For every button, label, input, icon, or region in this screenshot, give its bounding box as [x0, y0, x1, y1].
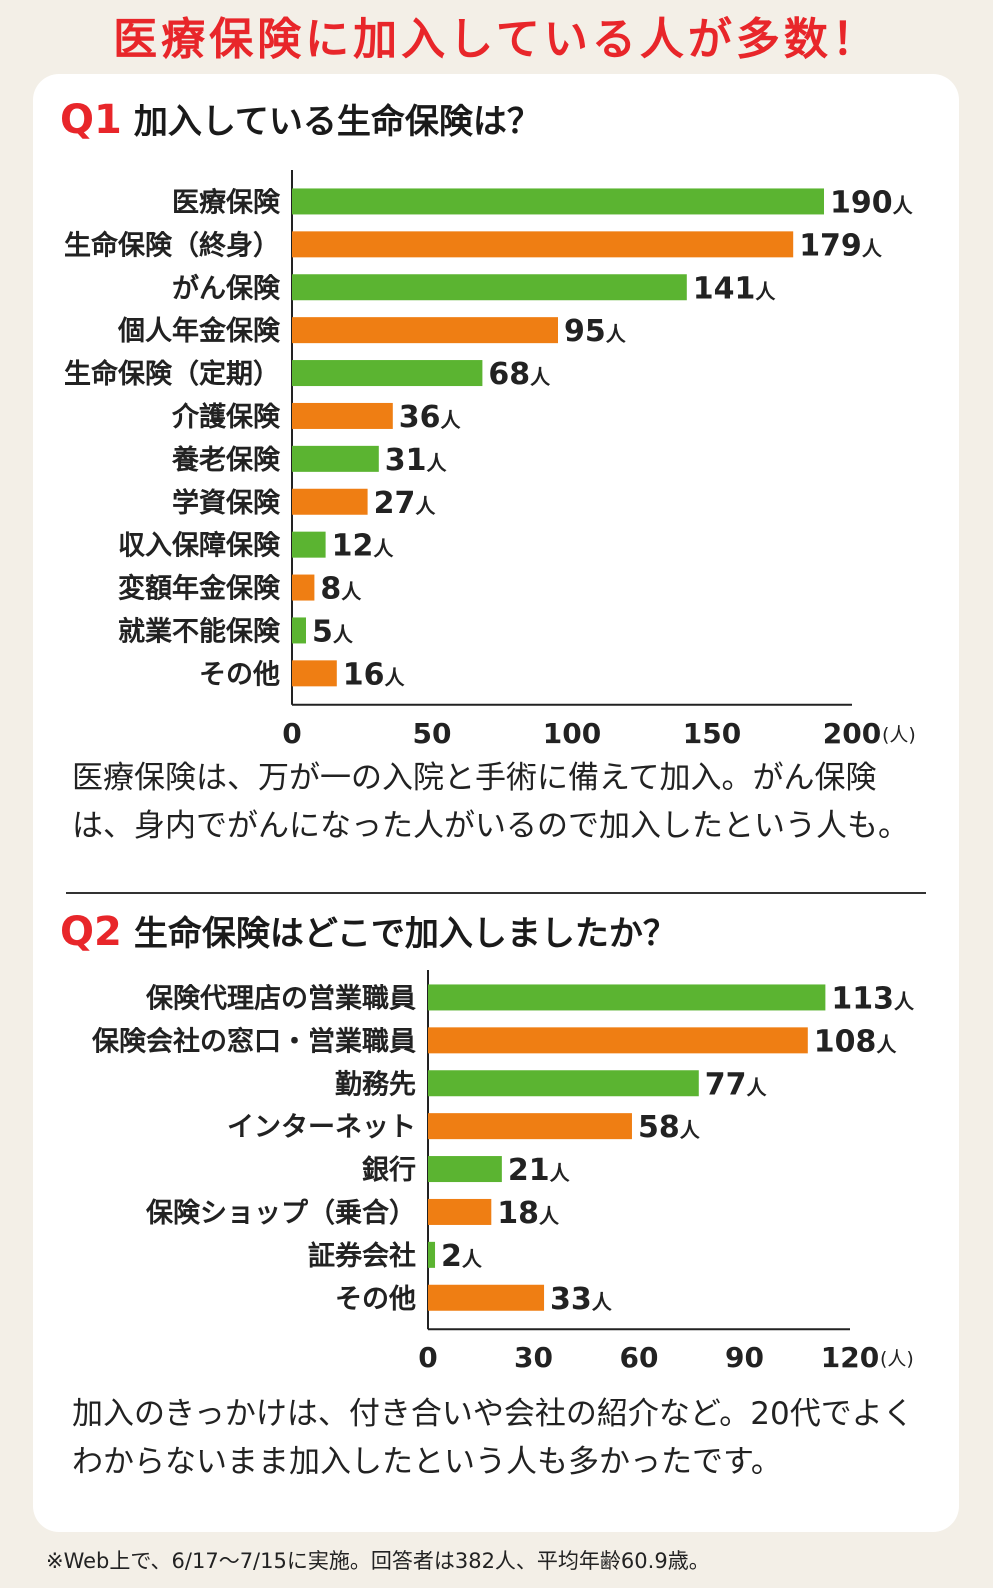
q1-bar	[292, 360, 483, 387]
q2-category-label: 勤務先	[335, 1069, 416, 1100]
q1-bar	[292, 574, 315, 601]
q1-value-label: 68人	[488, 357, 551, 392]
q1-value-label: 141人	[693, 271, 777, 306]
q1-value-label: 8人	[320, 572, 362, 607]
q2-category-label: 保険代理店の営業職員	[145, 982, 416, 1014]
q1-bar	[292, 188, 824, 215]
q2-bar	[428, 984, 826, 1011]
q1-category-label: 収入保障保険	[118, 530, 281, 562]
q1-category-label: 養老保険	[171, 444, 281, 476]
q2-bar	[428, 1156, 502, 1183]
footnote: ※Web上で、6/17〜7/15に実施。回答者は382人、平均年齢60.9歳。	[46, 1549, 710, 1573]
q2-bar	[428, 1198, 492, 1225]
q1-x-tick-label: 200	[823, 717, 881, 750]
q1-value-label: 36人	[399, 400, 462, 435]
q1-category-label: 生命保険（終身）	[64, 229, 280, 261]
q2-header: Q2 生命保険はどこで加入しましたか？	[60, 907, 677, 957]
headline: 医療保険に加入している人が多数！	[113, 14, 880, 65]
q1-x-unit-label: (人)	[882, 724, 916, 746]
q2-bar	[428, 1070, 699, 1097]
q1-header: Q1 加入している生命保険は？	[60, 95, 541, 145]
q1-value-label: 179人	[799, 228, 883, 263]
q1-value-label: 16人	[343, 657, 406, 692]
q2-bar	[428, 1027, 808, 1054]
q2-value-label: 108人	[814, 1024, 898, 1059]
q1-bar	[292, 317, 558, 344]
q1-category-label: がん保険	[172, 272, 281, 304]
q1-category-label: 変額年金保険	[118, 573, 281, 605]
q1-value-label: 5人	[312, 614, 354, 649]
q1-bar	[292, 660, 337, 687]
q2-value-label: 77人	[705, 1067, 768, 1102]
q2-category-label: 保険会社の窓口・営業職員	[91, 1025, 416, 1057]
q1-value-label: 12人	[332, 529, 395, 564]
q1-title: 加入している生命保険は？	[133, 102, 541, 142]
q2-value-label: 18人	[497, 1196, 560, 1231]
q1-comment: 医療保険は、万が一の入院と手術に備えて加入。がん保険は、身内でがんになった人がい…	[72, 760, 909, 844]
q2-value-label: 113人	[831, 981, 915, 1016]
q1-bar	[292, 531, 326, 558]
q2-category-label: 保険ショップ（乗合）	[145, 1197, 416, 1229]
q1-category-label: 就業不能保険	[118, 615, 281, 647]
q1-bar	[292, 445, 379, 472]
section-divider	[66, 892, 926, 894]
q2-x-tick-label: 90	[725, 1341, 764, 1374]
q2-x-tick-label: 0	[418, 1341, 437, 1374]
q2-category-label: 銀行	[362, 1154, 416, 1186]
q2-x-unit-label: (人)	[880, 1348, 914, 1370]
q1-x-tick-label: 50	[413, 717, 452, 750]
q1-category-label: 医療保険	[172, 187, 281, 218]
q2-comment: 加入のきっかけは、付き合いや会社の紹介など。20代でよくわからないまま加入したと…	[72, 1396, 914, 1480]
q1-x-tick-label: 0	[282, 717, 301, 750]
q1-category-label: 個人年金保険	[117, 315, 281, 347]
q2-bar	[428, 1284, 545, 1311]
q2-category-label: 証券会社	[308, 1240, 416, 1272]
q2-bar	[428, 1241, 436, 1268]
q1-number: Q1	[60, 97, 122, 143]
q1-bar	[292, 488, 368, 515]
q2-bar	[428, 1113, 632, 1140]
q2-value-label: 2人	[441, 1239, 483, 1274]
q1-value-label: 31人	[385, 443, 448, 478]
q1-value-label: 190人	[830, 185, 914, 220]
q2-x-tick-label: 30	[514, 1341, 553, 1374]
q1-category-label: 生命保険（定期）	[64, 358, 280, 390]
q1-bar	[292, 231, 794, 258]
q1-category-label: その他	[199, 659, 280, 690]
q2-x-tick-label: 120	[821, 1341, 879, 1374]
q1-category-label: 学資保険	[172, 487, 281, 519]
q2-category-label: インターネット	[227, 1112, 416, 1143]
q2-title: 生命保険はどこで加入しましたか？	[133, 914, 677, 954]
q1-x-tick-label: 150	[683, 717, 741, 750]
q1-bar	[292, 617, 306, 644]
q2-value-label: 21人	[508, 1153, 571, 1188]
q1-bar	[292, 402, 393, 429]
q1-x-tick-label: 100	[543, 717, 601, 750]
q2-number: Q2	[60, 909, 122, 955]
q2-x-tick-label: 60	[620, 1341, 659, 1374]
q2-category-label: その他	[335, 1284, 416, 1315]
q1-value-label: 27人	[374, 486, 437, 521]
q1-category-label: 介護保険	[171, 401, 281, 433]
q2-value-label: 33人	[550, 1282, 613, 1317]
q1-bar	[292, 274, 687, 301]
q2-value-label: 58人	[638, 1110, 701, 1145]
q1-value-label: 95人	[564, 314, 627, 349]
